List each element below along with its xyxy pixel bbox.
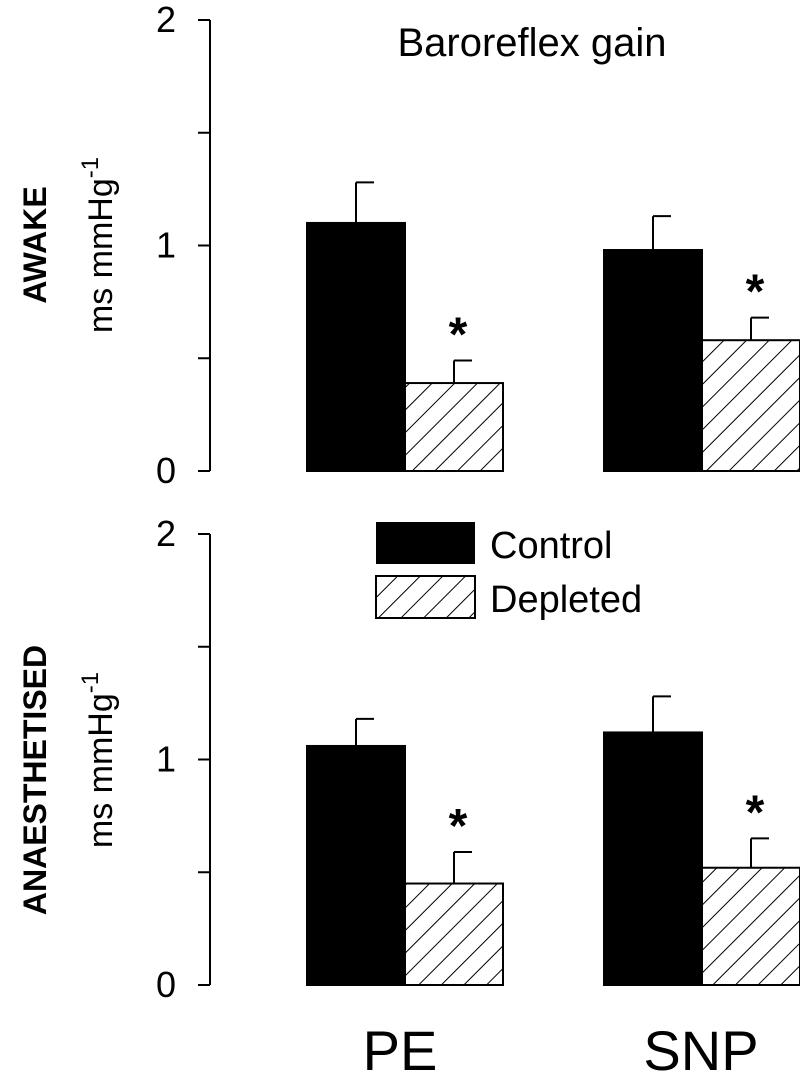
legend-label-control: Control [490,525,613,567]
bar-anaesthetised-pe-control [306,744,406,986]
legend-swatch-depleted [375,575,476,619]
legend-label-depleted: Depleted [490,579,642,621]
bar-anaesthetised-snp-depleted [701,866,800,986]
legend: Control Depleted [375,522,642,621]
significance-star-awake-snp: * [746,266,765,319]
category-label-pe: PE [363,1019,438,1080]
bar-awake-pe-control [306,221,406,472]
panel-label-awake: AWAKE [17,186,53,303]
y-axis-unit-exponent-awake: -1 [77,157,104,178]
panel-anaesthetised: 0 1 2 ANAESTHETISED ms mmHg-1 * * [17,513,800,1005]
y-tick-label-anaesthetised-0: 0 [156,964,176,1005]
bar-awake-snp-depleted [701,339,800,472]
legend-swatch-control [376,522,475,564]
bar-awake-pe-depleted [404,382,504,472]
y-axis-label-awake: ms mmHg-1 [77,157,120,333]
y-tick-label-anaesthetised-2: 2 [156,513,176,554]
y-axis-unit-exponent-anaesthetised: -1 [77,672,104,693]
significance-star-awake-pe: * [449,309,468,362]
y-tick-label-awake-0: 0 [156,450,176,491]
y-tick-label-anaesthetised-1: 1 [156,739,176,780]
y-tick-label-awake-2: 2 [156,0,176,40]
bar-anaesthetised-pe-depleted [404,882,504,987]
significance-star-anaesthetised-pe: * [449,800,468,853]
chart-title: Baroreflex gain [397,21,666,65]
y-axis-label-anaesthetised: ms mmHg-1 [77,672,120,848]
y-axis-unit-awake: ms mmHg [82,178,120,333]
bar-awake-snp-control [603,249,703,472]
panel-label-anaesthetised: ANAESTHETISED [17,645,53,915]
y-axis-unit-anaesthetised: ms mmHg [82,693,120,848]
significance-star-anaesthetised-snp: * [746,786,765,839]
category-label-snp: SNP [643,1019,758,1080]
y-tick-label-awake-1: 1 [156,225,176,266]
panel-awake: 0 1 2 AWAKE ms mmHg-1 * * [17,0,800,491]
bar-anaesthetised-snp-control [603,731,703,986]
